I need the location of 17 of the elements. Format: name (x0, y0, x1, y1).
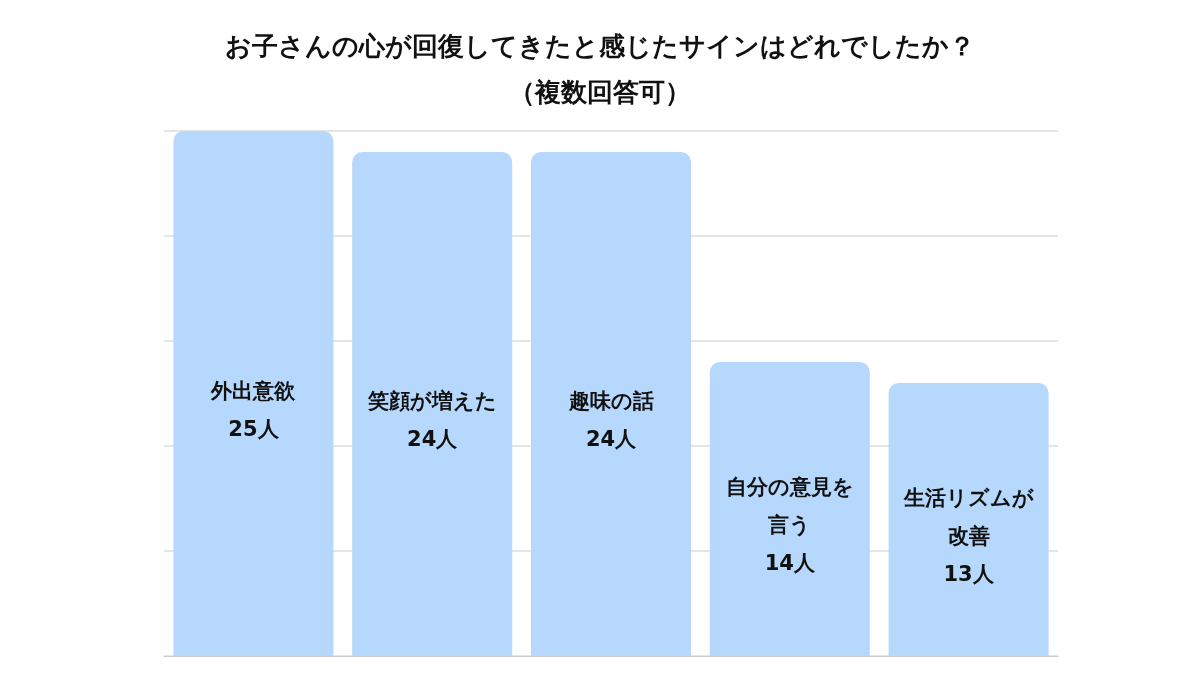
chart-subtitle: （複数回答可） (509, 77, 691, 107)
data-label: 24人 (585, 427, 638, 451)
chart-title: お子さんの心が回復してきたと感じたサインはどれでしたか？ (225, 31, 975, 61)
x-tick-label: 生活リズムが改善 (902, 485, 1034, 548)
data-label: 25人 (228, 416, 280, 441)
x-tick-label: 笑顔が増えた (366, 389, 497, 413)
bar (352, 152, 513, 656)
data-label: 14人 (764, 551, 816, 575)
data-label: 13人 (943, 561, 995, 586)
x-tick-label: 自分の意見を言う (725, 475, 854, 537)
data-label: 24人 (407, 427, 459, 451)
x-tick-label: 外出意欲 (210, 378, 297, 403)
bar (531, 152, 691, 656)
x-tick-label: 趣味の話 (567, 389, 654, 413)
bar (173, 131, 334, 656)
bar (888, 383, 1049, 656)
bar (709, 362, 870, 656)
